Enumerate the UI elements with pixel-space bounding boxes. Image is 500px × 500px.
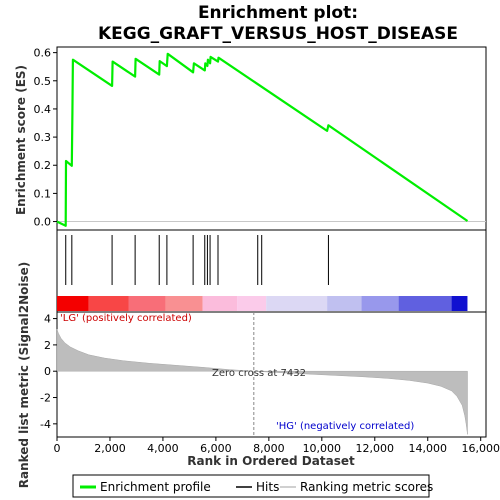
es-y-axis: 0.0 0.1 0.2 0.3 0.4 0.5 0.6 — [34, 47, 57, 229]
legend-label-ranking: Ranking metric scores — [300, 480, 433, 494]
metric-y-tick-label-0: -4 — [40, 418, 51, 431]
positive-correlation-label: 'LG' (positively correlated) — [60, 313, 192, 324]
color-bar-segment-1 — [88, 296, 129, 311]
hits-group — [65, 235, 329, 285]
color-bar-segment-10 — [451, 296, 468, 311]
metric-y-tick-label-2: 0 — [44, 365, 51, 378]
es-y-tick-label-2: 0.2 — [34, 159, 52, 172]
rank-x-axis: 0 2,000 4,000 6,000 8,000 10,000 12,000 14,000 1… — [54, 437, 500, 455]
metric-y-tick-label-3: 2 — [44, 339, 51, 352]
color-bar-segment-0 — [57, 296, 89, 311]
metric-y-tick-label-4: 4 — [44, 313, 51, 326]
es-y-tick-label-6: 0.6 — [34, 47, 52, 60]
x-tick-label-2: 4,000 — [147, 442, 179, 455]
x-tick-label-3: 6,000 — [200, 442, 232, 455]
metric-area-group — [56, 329, 468, 435]
metric-area — [56, 329, 468, 435]
chart-title-line1: Enrichment plot: — [198, 3, 358, 23]
es-y-tick-label-5: 0.5 — [34, 75, 52, 88]
es-y-tick-label-1: 0.1 — [34, 187, 52, 200]
negative-correlation-label: 'HG' (negatively correlated) — [276, 421, 414, 432]
metric-y-axis: -4 -2 0 2 4 — [40, 313, 57, 431]
color-bar-segment-2 — [128, 296, 166, 311]
x-tick-label-5: 10,000 — [303, 442, 342, 455]
chart-title-line2: KEGG_GRAFT_VERSUS_HOST_DISEASE — [98, 24, 458, 44]
rank-color-bar — [57, 296, 468, 311]
es-y-tick-label-0: 0.0 — [34, 216, 52, 229]
x-axis-label: Rank in Ordered Dataset — [187, 454, 355, 468]
color-bar-segment-5 — [237, 296, 267, 311]
metric-y-axis-label: Ranked list metric (Signal2Noise) — [17, 262, 31, 489]
x-tick-label-6: 12,000 — [356, 442, 395, 455]
legend-box — [72, 474, 430, 498]
x-tick-label-4: 8,000 — [253, 442, 285, 455]
x-tick-label-7: 14,000 — [408, 442, 447, 455]
x-tick-label-8: 16,000 — [461, 442, 500, 455]
color-bar-segment-8 — [361, 296, 399, 311]
legend-label-enrichment: Enrichment profile — [100, 480, 211, 494]
color-bar-segment-4 — [202, 296, 238, 311]
color-bar-segment-3 — [165, 296, 203, 311]
es-series-line — [56, 52, 469, 227]
color-bar-segment-9 — [398, 296, 452, 311]
color-bar-segment-7 — [327, 296, 362, 311]
es-curve-group — [56, 52, 486, 227]
x-tick-label-1: 2,000 — [94, 442, 126, 455]
metric-panel-frame — [56, 311, 487, 438]
color-bar-segment-6 — [266, 296, 328, 311]
es-y-axis-label: Enrichment score (ES) — [14, 65, 28, 215]
es-y-tick-label-4: 0.4 — [34, 103, 52, 116]
zero-cross-label: Zero cross at 7432 — [212, 368, 306, 379]
metric-y-tick-label-1: -2 — [40, 392, 51, 405]
es-y-tick-label-3: 0.3 — [34, 131, 52, 144]
x-tick-label-0: 0 — [54, 442, 61, 455]
legend-label-hits: Hits — [256, 480, 279, 494]
